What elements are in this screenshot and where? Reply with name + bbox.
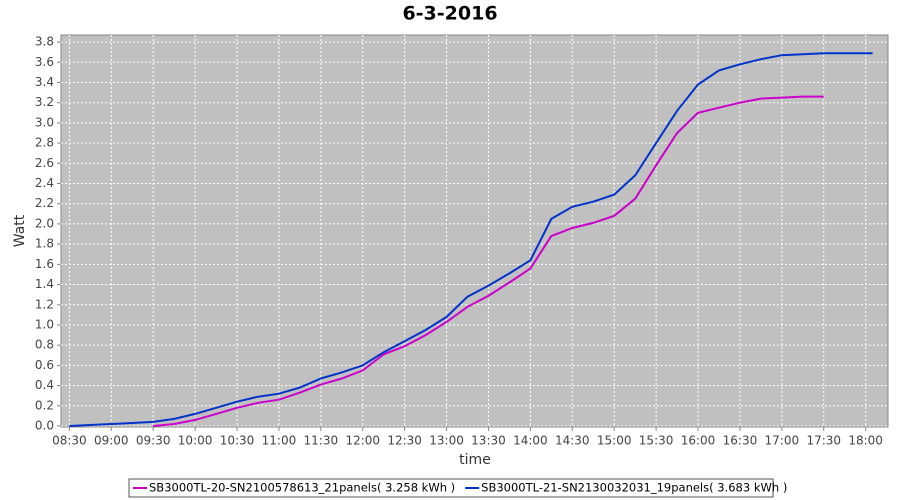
y-tick-label: 3.0 [35,115,54,129]
x-tick-label: 18:00 [848,434,883,448]
x-tick-label: 15:30 [639,434,674,448]
y-tick-label: 3.6 [35,55,54,69]
y-tick-label: 0.0 [35,418,54,432]
y-tick-label: 1.8 [35,237,54,251]
y-tick-label: 3.2 [35,95,54,109]
y-tick-label: 0.6 [35,358,54,372]
y-tick-label: 1.2 [35,297,54,311]
y-tick-label: 2.0 [35,216,54,230]
x-tick-label: 15:00 [597,434,632,448]
chart-title: 6-3-2016 [402,3,497,25]
y-axis-label: Watt [12,214,28,247]
y-tick-label: 0.4 [35,378,54,392]
legend-label: SB3000TL-20-SN2100578613_21panels( 3.258… [149,481,455,495]
plot-area [60,34,889,428]
x-tick-label: 16:00 [681,434,716,448]
x-tick-label: 13:30 [471,434,506,448]
x-tick-label: 11:00 [262,434,297,448]
x-tick-label: 12:30 [387,434,422,448]
x-tick-label: 17:00 [765,434,800,448]
y-tick-label: 3.8 [35,35,54,49]
x-tick-label: 09:00 [94,434,129,448]
x-tick-label: 17:30 [806,434,841,448]
y-tick-label: 2.2 [35,196,54,210]
x-tick-label: 09:30 [136,434,171,448]
y-tick-label: 1.0 [35,317,54,331]
x-axis-label: time [459,452,491,468]
x-tick-label: 10:30 [220,434,255,448]
y-tick-label: 0.8 [35,338,54,352]
legend [128,478,774,498]
x-tick-label: 11:30 [304,434,339,448]
x-tick-label: 16:30 [723,434,758,448]
y-tick-label: 0.2 [35,398,54,412]
x-tick-label: 12:00 [345,434,380,448]
series-line [153,95,824,427]
y-tick-label: 3.4 [35,75,54,89]
y-tick-label: 1.6 [35,257,54,271]
y-tick-label: 2.4 [35,176,54,190]
y-tick-label: 2.6 [35,156,54,170]
y-tick-label: 2.8 [35,136,54,150]
y-tick-label: 1.4 [35,277,54,291]
series-line [69,52,873,427]
x-tick-label: 14:30 [555,434,590,448]
x-tick-label: 10:00 [178,434,213,448]
x-tick-label: 08:30 [52,434,87,448]
legend-label: SB3000TL-21-SN2130032031_19panels( 3.683… [481,481,787,495]
x-tick-label: 13:00 [429,434,464,448]
x-tick-label: 14:00 [513,434,548,448]
